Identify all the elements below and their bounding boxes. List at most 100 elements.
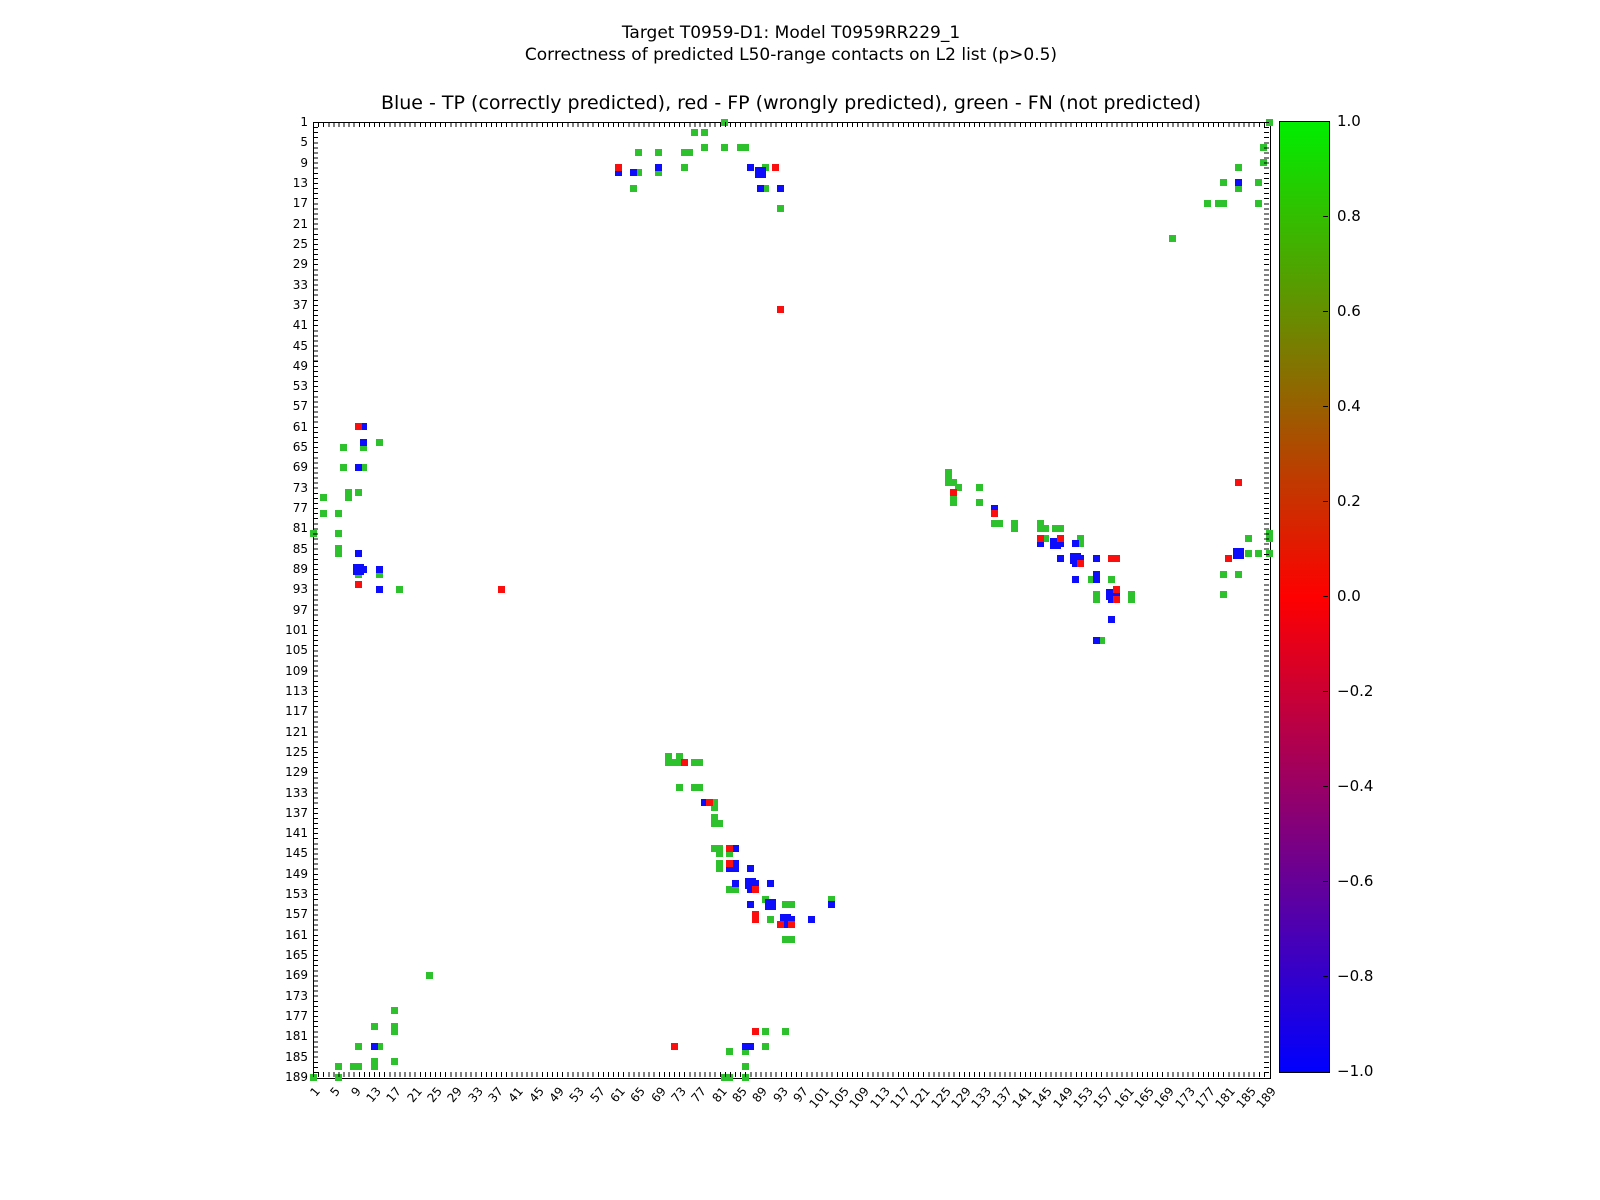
contact-marker xyxy=(777,306,785,314)
contact-marker xyxy=(787,900,795,908)
y-tick-label: 69 xyxy=(292,460,308,475)
colorbar-tick xyxy=(1323,596,1328,597)
colorbar-tick xyxy=(1323,501,1328,502)
contact-marker xyxy=(655,148,663,156)
y-tick-label: 97 xyxy=(292,602,308,617)
contact-marker xyxy=(1036,540,1044,548)
contact-marker xyxy=(751,1027,759,1035)
contact-marker xyxy=(1077,540,1085,548)
y-tick-label: 93 xyxy=(292,582,308,597)
contact-marker xyxy=(1234,164,1242,172)
contact-marker xyxy=(767,880,775,888)
contact-marker xyxy=(950,489,958,497)
contact-marker xyxy=(634,148,642,156)
contact-marker xyxy=(716,819,724,827)
main-title: Target T0959-D1: Model T0959RR229_1 xyxy=(621,23,961,43)
contact-marker xyxy=(995,519,1003,527)
contact-marker xyxy=(744,878,756,890)
colorbar-tick-label: 0.4 xyxy=(1337,397,1361,415)
contact-marker xyxy=(1204,199,1212,207)
contact-marker xyxy=(726,849,734,857)
contact-marker xyxy=(634,169,642,177)
contact-marker xyxy=(370,1063,378,1071)
contact-marker xyxy=(1107,555,1115,563)
contact-marker xyxy=(1072,540,1080,548)
contact-marker xyxy=(777,921,785,929)
contact-marker xyxy=(680,148,688,156)
y-tick-label: 141 xyxy=(285,826,308,841)
colorbar-tick-label: −0.8 xyxy=(1337,967,1374,985)
y-tick-label: 57 xyxy=(292,399,308,414)
contact-marker xyxy=(751,916,759,924)
contact-marker xyxy=(955,484,963,492)
colorbar-tick-label: 0.6 xyxy=(1337,302,1361,320)
y-tick-label: 89 xyxy=(292,562,308,577)
contact-marker xyxy=(1234,570,1242,578)
contact-marker xyxy=(726,865,734,873)
y-tick-label: 105 xyxy=(285,643,308,658)
y-tick-label: 113 xyxy=(285,683,308,698)
contact-marker xyxy=(1260,159,1268,167)
contact-marker xyxy=(787,916,795,924)
contact-marker xyxy=(1036,519,1044,527)
colorbar-tick-label: 1.0 xyxy=(1337,112,1361,130)
contact-marker xyxy=(701,128,709,136)
y-tick-label: 117 xyxy=(285,704,308,719)
y-tick-label: 161 xyxy=(285,927,308,942)
contact-marker xyxy=(777,184,785,192)
contact-marker xyxy=(782,936,790,944)
contact-marker xyxy=(360,443,368,451)
axis-tick-marks xyxy=(1264,122,1269,1077)
contact-marker xyxy=(828,895,836,903)
contact-marker xyxy=(1245,550,1253,558)
y-tick-label: 121 xyxy=(285,724,308,739)
y-tick-label: 5 xyxy=(300,135,308,150)
axis-tick-marks xyxy=(313,122,318,1077)
contact-marker xyxy=(1057,540,1064,548)
contact-marker xyxy=(334,545,342,553)
contact-marker xyxy=(1092,555,1100,563)
y-tick-label: 17 xyxy=(292,196,308,211)
y-tick-label: 77 xyxy=(292,501,308,516)
contact-marker xyxy=(1224,555,1232,563)
y-tick-label: 181 xyxy=(285,1029,308,1044)
contact-marker xyxy=(1219,570,1227,578)
contact-marker xyxy=(1260,143,1268,151)
y-tick-label: 125 xyxy=(285,744,308,759)
y-tick-label: 13 xyxy=(292,175,308,190)
y-tick-label: 101 xyxy=(285,622,308,637)
contact-marker xyxy=(1087,575,1095,583)
contact-marker xyxy=(1057,555,1064,563)
contact-marker xyxy=(731,860,739,868)
y-tick-label: 9 xyxy=(300,155,308,170)
contact-marker xyxy=(1112,585,1120,593)
axes-title: Blue - TP (correctly predicted), red - F… xyxy=(380,92,1202,114)
contact-marker xyxy=(701,799,709,807)
contact-marker xyxy=(716,849,724,857)
contact-marker xyxy=(340,443,347,451)
contact-marker xyxy=(355,1043,363,1051)
contact-marker xyxy=(497,585,505,593)
contact-marker xyxy=(1057,535,1064,543)
contact-marker xyxy=(746,885,754,893)
contact-marker xyxy=(690,783,698,791)
contact-marker xyxy=(726,1073,734,1081)
contact-marker xyxy=(711,819,719,827)
axis-tick-marks xyxy=(313,122,1269,127)
y-tick-label: 129 xyxy=(285,765,308,780)
contact-marker xyxy=(741,1043,749,1051)
contact-marker xyxy=(731,865,739,873)
contact-marker xyxy=(355,580,363,588)
contact-marker xyxy=(731,885,739,893)
contact-marker xyxy=(390,1027,398,1035)
contact-marker xyxy=(990,504,998,512)
contact-marker xyxy=(787,921,795,929)
contact-marker xyxy=(1107,616,1115,624)
y-tick-label: 149 xyxy=(285,866,308,881)
contact-marker xyxy=(1049,538,1061,550)
contact-marker xyxy=(762,1043,770,1051)
contact-marker xyxy=(1011,524,1019,532)
contact-marker xyxy=(777,204,785,212)
contact-marker xyxy=(375,438,383,446)
contact-marker xyxy=(375,570,383,578)
